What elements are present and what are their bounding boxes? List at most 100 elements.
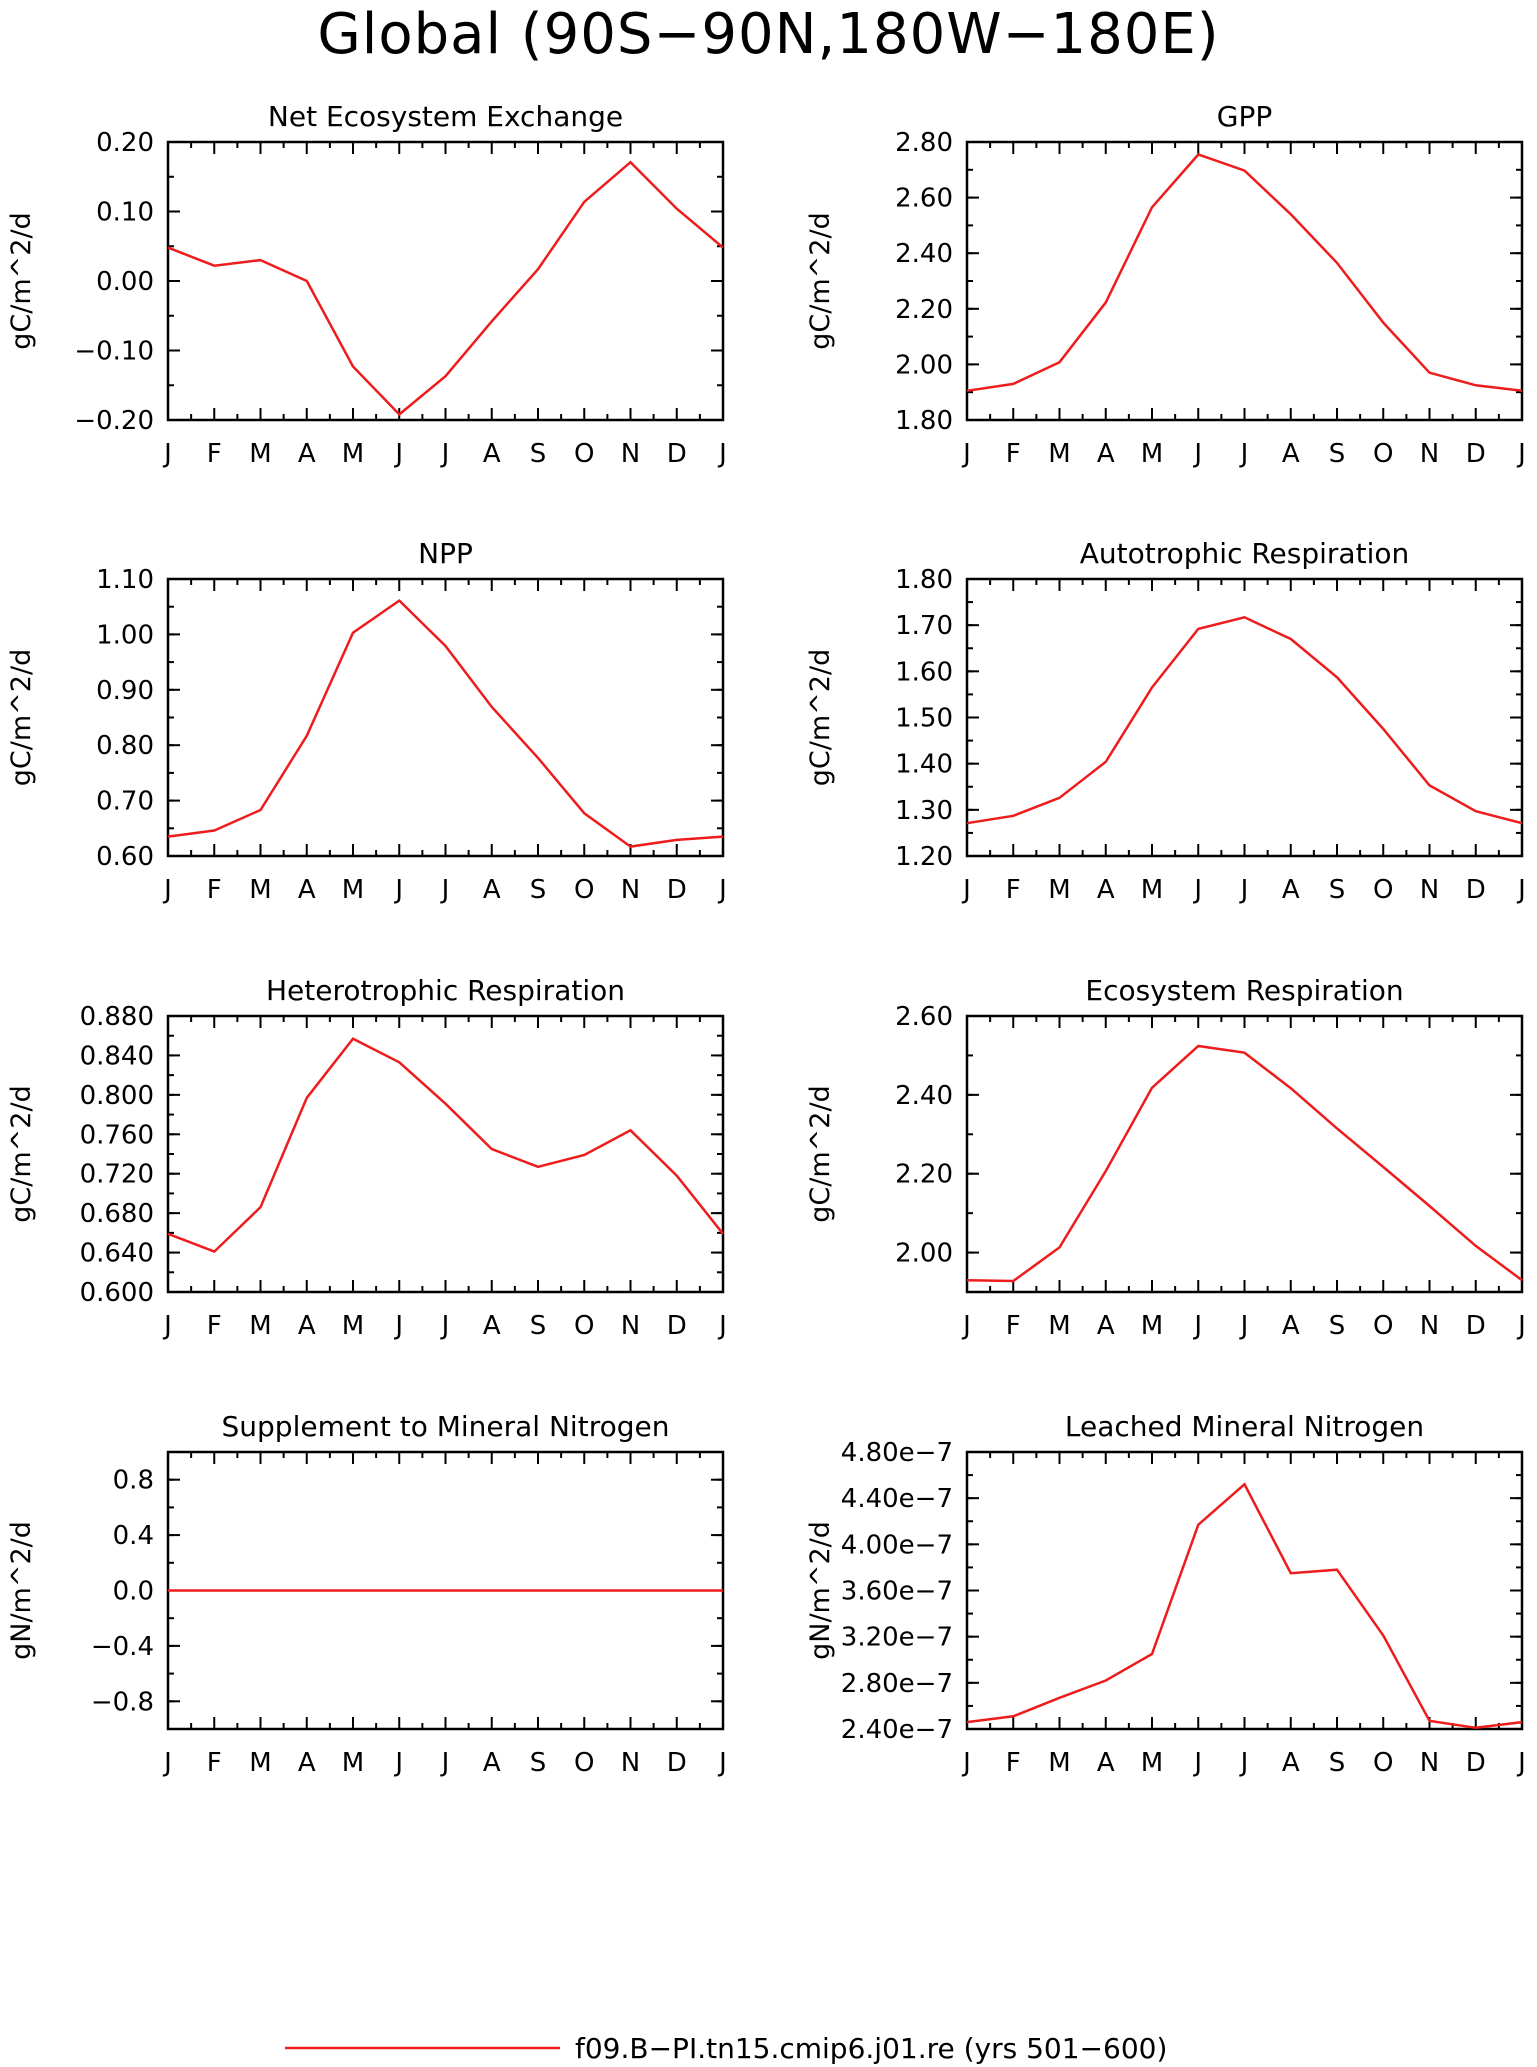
- x-tick-label: F: [1006, 875, 1021, 905]
- x-tick-label: O: [574, 439, 594, 469]
- x-tick-label: M: [249, 875, 271, 905]
- x-tick-label: A: [483, 439, 501, 469]
- x-tick-label: J: [1239, 439, 1249, 469]
- plot-frame: [965, 1014, 1524, 1294]
- plot-frame: [166, 140, 725, 422]
- y-tick-label: 1.30: [895, 796, 953, 826]
- x-tick-label: O: [1373, 439, 1393, 469]
- x-tick-label: F: [207, 439, 222, 469]
- x-tick-label: D: [667, 875, 687, 905]
- x-tick-label: M: [1048, 439, 1070, 469]
- y-tick-label: 1.20: [895, 842, 953, 872]
- x-tick-label: M: [1141, 1311, 1163, 1341]
- x-tick-label: D: [1466, 1311, 1486, 1341]
- x-tick-label: N: [621, 1748, 640, 1778]
- y-tick-label: 0.70: [96, 787, 154, 817]
- x-tick-label: J: [1239, 875, 1249, 905]
- x-tick-label: S: [530, 1311, 547, 1341]
- x-tick-label: A: [1097, 875, 1115, 905]
- x-tick-label: O: [574, 1748, 594, 1778]
- y-tick-label: 2.20: [895, 1160, 953, 1190]
- plot-frame: [166, 1014, 725, 1294]
- x-tick-label: J: [440, 875, 450, 905]
- x-tick-label: F: [207, 875, 222, 905]
- series-line: [167, 1037, 724, 1254]
- y-tick-label: −0.10: [74, 337, 154, 367]
- series-line: [966, 615, 1523, 825]
- x-tick-label: O: [1373, 875, 1393, 905]
- x-tick-label: A: [483, 875, 501, 905]
- x-tick-label: J: [393, 1311, 403, 1341]
- x-tick-label: J: [1192, 875, 1202, 905]
- y-tick-label: 2.80e−7: [841, 1669, 953, 1699]
- x-tick-label: J: [717, 875, 727, 905]
- y-tick-label: 0.10: [96, 198, 154, 228]
- y-axis-label: gC/m^2/d: [805, 1085, 836, 1222]
- x-tick-label: J: [961, 1748, 971, 1778]
- x-tick-label: D: [1466, 875, 1486, 905]
- x-tick-label: F: [207, 1748, 222, 1778]
- x-tick-label: S: [530, 875, 547, 905]
- y-tick-label: 0.00: [96, 267, 154, 297]
- x-tick-label: N: [1420, 1311, 1439, 1341]
- panel-title: NPP: [418, 537, 473, 570]
- x-tick-label: A: [483, 1748, 501, 1778]
- x-tick-label: M: [249, 1748, 271, 1778]
- y-axis-label: gC/m^2/d: [6, 1085, 37, 1222]
- x-tick-label: M: [1048, 1748, 1070, 1778]
- y-tick-label: 2.40: [895, 239, 953, 269]
- y-axis-label: gC/m^2/d: [6, 649, 37, 786]
- y-tick-label: −0.8: [91, 1687, 154, 1717]
- y-axis-label: gN/m^2/d: [6, 1521, 37, 1660]
- plot-frame: [965, 140, 1524, 422]
- x-tick-label: O: [1373, 1748, 1393, 1778]
- x-tick-label: J: [162, 1748, 172, 1778]
- x-tick-label: A: [1282, 1748, 1300, 1778]
- x-tick-label: J: [162, 1311, 172, 1341]
- y-tick-label: 1.60: [895, 657, 953, 687]
- x-tick-label: O: [574, 1311, 594, 1341]
- legend-label: f09.B−PI.tn15.cmip6.j01.re (yrs 501−600): [575, 2032, 1167, 2065]
- x-tick-label: S: [1329, 1311, 1346, 1341]
- x-tick-label: J: [440, 1748, 450, 1778]
- x-tick-label: D: [667, 439, 687, 469]
- panel-title: Heterotrophic Respiration: [266, 974, 625, 1007]
- x-tick-label: M: [1141, 1748, 1163, 1778]
- x-tick-label: A: [1097, 439, 1115, 469]
- y-axis-label: gC/m^2/d: [805, 212, 836, 349]
- series-line: [966, 153, 1523, 393]
- panel-title: Autotrophic Respiration: [1080, 537, 1409, 570]
- y-tick-label: 0.8: [113, 1466, 154, 1496]
- x-tick-label: A: [1097, 1311, 1115, 1341]
- y-tick-label: 0.0: [113, 1577, 154, 1607]
- series-line: [167, 160, 724, 417]
- x-tick-label: A: [1282, 439, 1300, 469]
- x-tick-label: F: [207, 1311, 222, 1341]
- y-tick-label: 0.760: [80, 1120, 154, 1150]
- x-tick-label: N: [1420, 439, 1439, 469]
- panel-title: Leached Mineral Nitrogen: [1065, 1410, 1424, 1443]
- x-tick-label: M: [342, 439, 364, 469]
- x-tick-label: N: [621, 1311, 640, 1341]
- x-tick-label: J: [440, 439, 450, 469]
- x-tick-label: J: [1516, 1748, 1526, 1778]
- x-tick-label: J: [162, 439, 172, 469]
- x-tick-label: J: [961, 439, 971, 469]
- y-tick-label: 0.20: [96, 128, 154, 158]
- x-tick-label: M: [249, 1311, 271, 1341]
- x-tick-label: J: [1516, 1311, 1526, 1341]
- y-tick-label: 0.680: [80, 1199, 154, 1229]
- x-tick-label: O: [1373, 1311, 1393, 1341]
- panel-title: Net Ecosystem Exchange: [268, 100, 623, 133]
- y-axis-label: gC/m^2/d: [805, 649, 836, 786]
- x-tick-label: A: [298, 1748, 316, 1778]
- x-tick-label: D: [667, 1311, 687, 1341]
- y-tick-label: 1.10: [96, 565, 154, 595]
- y-tick-label: 0.840: [80, 1041, 154, 1071]
- y-tick-label: −0.20: [74, 406, 154, 436]
- y-tick-label: 3.20e−7: [841, 1623, 953, 1653]
- y-tick-label: 0.720: [80, 1160, 154, 1190]
